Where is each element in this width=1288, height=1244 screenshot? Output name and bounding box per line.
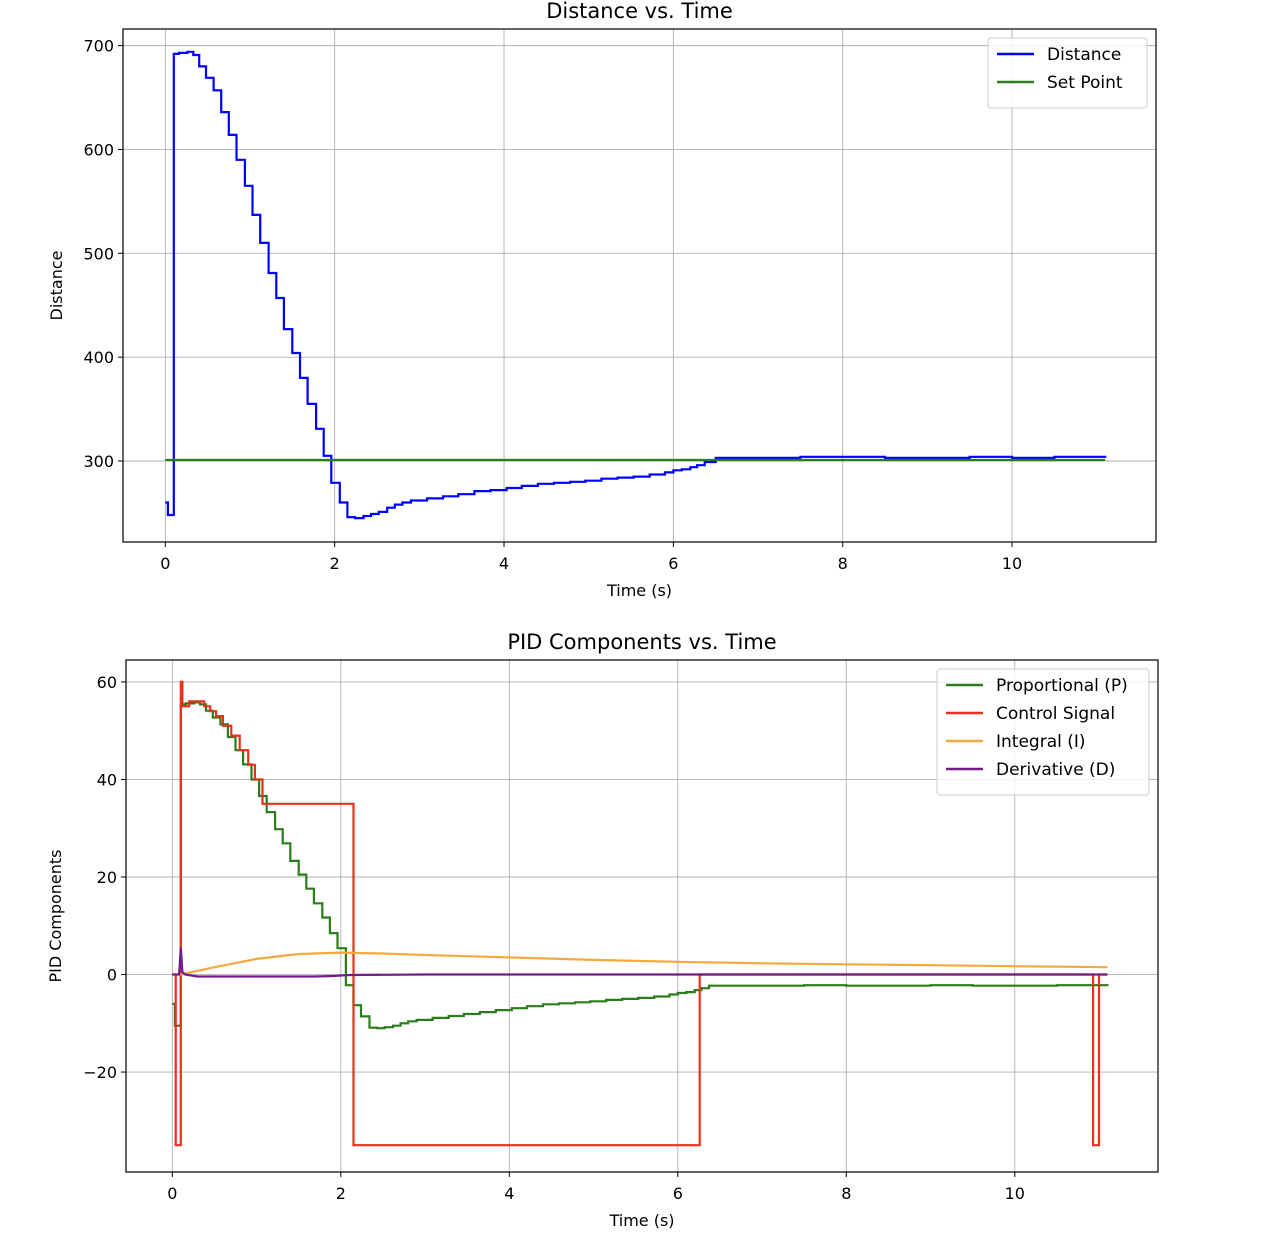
pid-chart-ytick-label: 40 xyxy=(97,770,117,789)
distance-chart-legend: Distance Set Point xyxy=(987,37,1148,109)
distance-chart-ytick-label: 500 xyxy=(83,244,114,263)
distance-chart-ytick-label: 400 xyxy=(83,348,114,367)
distance-chart-ylabel: Distance xyxy=(47,251,66,321)
pid-chart-legend-label: Proportional (P) xyxy=(996,676,1128,696)
distance-chart-xtick-label: 8 xyxy=(838,554,848,573)
pid-chart-xtick-label: 0 xyxy=(167,1184,177,1203)
pid-chart-legend: Proportional (P) Control Signal Integral (… xyxy=(936,668,1150,796)
distance-chart-legend-label: Set Point xyxy=(1047,73,1123,93)
pid-chart-legend-label: Control Signal xyxy=(996,704,1115,724)
distance-chart-legend-box xyxy=(987,37,1148,109)
pid-chart-legend-label: Integral (I) xyxy=(996,732,1086,752)
pid-chart-frame xyxy=(125,659,1159,1173)
pid-chart-legend-label: Derivative (D) xyxy=(996,760,1115,780)
pid-chart-xtick-label: 4 xyxy=(504,1184,514,1203)
distance-chart-ytick-label: 700 xyxy=(83,37,114,56)
pid-chart-xtick-label: 10 xyxy=(1005,1184,1025,1203)
pid-chart-ytick-label: −20 xyxy=(83,1063,117,1082)
distance-chart-xlabel: Time (s) xyxy=(606,581,672,600)
pid-chart-ytick-label: 0 xyxy=(107,966,117,985)
pid-chart-series-integral-i xyxy=(172,951,1108,976)
distance-chart-legend-label: Distance xyxy=(1047,45,1121,65)
distance-chart-title: Distance vs. Time xyxy=(546,0,733,23)
pid-chart-xlabel: Time (s) xyxy=(608,1211,674,1230)
distance-chart-xtick-label: 4 xyxy=(499,554,509,573)
distance-chart: Distance vs. Time Time (s) Distance 0 2 4 6… xyxy=(47,0,1157,600)
distance-chart-xtick-label: 0 xyxy=(160,554,170,573)
distance-chart-ytick-label: 600 xyxy=(83,140,114,159)
distance-chart-frame xyxy=(122,28,1157,543)
pid-chart-xtick-label: 8 xyxy=(841,1184,851,1203)
pid-chart-series-derivative-d xyxy=(172,947,1108,978)
pid-chart-series-control-signal xyxy=(172,680,1108,1147)
distance-chart-xtick-label: 6 xyxy=(668,554,678,573)
distance-chart-xtick-label: 10 xyxy=(1002,554,1022,573)
pid-chart-ytick-label: 20 xyxy=(97,868,117,887)
pid-chart-xtick-label: 2 xyxy=(336,1184,346,1203)
pid-chart-series-proportional-p xyxy=(172,701,1109,1030)
pid-chart-xtick-label: 6 xyxy=(673,1184,683,1203)
pid-chart-title: PID Components vs. Time xyxy=(507,630,776,654)
pid-chart: PID Components vs. Time Time (s) PID Com… xyxy=(46,630,1159,1230)
distance-chart-series-distance xyxy=(165,50,1107,520)
distance-chart-xtick-label: 2 xyxy=(330,554,340,573)
pid-chart-ylabel: PID Components xyxy=(46,850,65,983)
pid-chart-ytick-label: 60 xyxy=(97,673,117,692)
distance-chart-ytick-label: 300 xyxy=(83,452,114,471)
pid-chart-legend-box xyxy=(936,668,1150,796)
